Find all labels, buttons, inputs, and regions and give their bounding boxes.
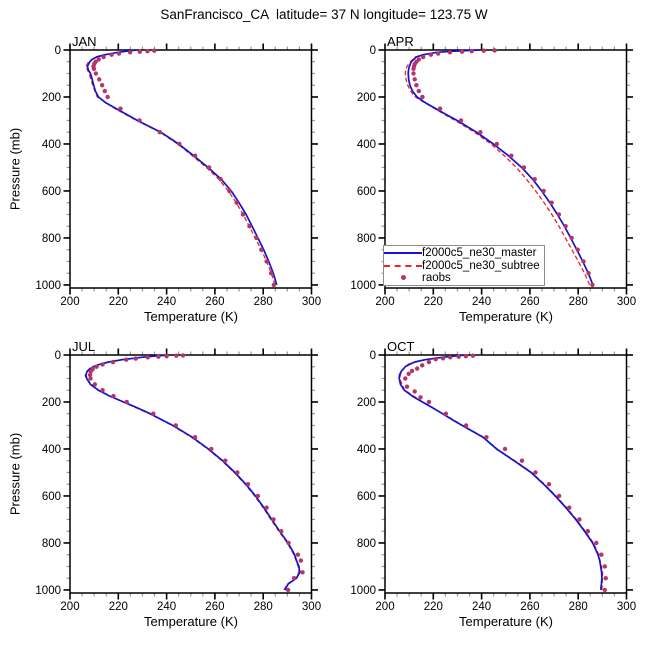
series-raobs-dots [87, 353, 305, 593]
x-tick-label: 240 [472, 601, 491, 613]
legend-row-master: f2000c5_ne30_master [384, 247, 544, 259]
y-tick-label: 800 [357, 233, 376, 245]
legend: f2000c5_ne30_master f2000c5_ne30_subtree… [383, 245, 545, 286]
legend-label: raobs [422, 271, 451, 284]
legend-label: f2000c5_ne30_master [422, 247, 537, 260]
panel-apr: 200 220 240 260 280 300 0 200 400 600 800 1000 [350, 43, 636, 308]
x-tick-label: 300 [617, 601, 636, 613]
plot-frame [384, 49, 628, 289]
legend-row-subtree: f2000c5_ne30_subtree [384, 260, 544, 272]
y-tick-label: 400 [357, 444, 376, 456]
y-tick-label: 1000 [350, 585, 376, 597]
series-subtree-line [85, 49, 276, 286]
x-tick-label: 200 [60, 296, 79, 308]
dot-sample [384, 275, 422, 281]
x-tick-label: 280 [569, 601, 588, 613]
legend-row-raobs: raobs [384, 272, 544, 284]
x-tick-label: 240 [157, 296, 176, 308]
series-raobs-dots [411, 48, 595, 288]
y-tick-label: 200 [357, 92, 376, 104]
x-tick-label: 260 [520, 601, 539, 613]
y-tick-label: 400 [357, 139, 376, 151]
x-tick-label: 240 [157, 601, 176, 613]
y-tick-label: 200 [42, 397, 61, 409]
x-tick-label: 260 [205, 296, 224, 308]
plot-frame [69, 354, 313, 594]
y-tick-label: 0 [55, 350, 61, 362]
x-axis-title: Temperature (K) [459, 309, 553, 324]
x-tick-label: 220 [424, 601, 443, 613]
series-master-line [85, 354, 301, 591]
panel-jan: 200 220 240 260 280 300 0 200 400 600 800 1000 [35, 43, 321, 308]
y-tick-label: 0 [55, 45, 61, 57]
panel-title-jan: JAN [72, 34, 97, 49]
panel-title-apr: APR [387, 34, 414, 49]
x-tick-label: 260 [520, 296, 539, 308]
legend-label: f2000c5_ne30_subtree [422, 259, 540, 272]
x-tick-label: 220 [424, 296, 443, 308]
y-axis-title: Pressure (mb) [7, 432, 23, 516]
series-master-line [398, 354, 603, 591]
x-tick-label: 220 [109, 296, 128, 308]
series-raobs-dots [403, 353, 608, 593]
panel-oct: 200 220 240 260 280 300 0 200 400 600 800 1000 [350, 348, 636, 613]
y-tick-label: 800 [357, 538, 376, 550]
y-tick-label: 0 [370, 350, 376, 362]
x-tick-label: 300 [302, 296, 321, 308]
x-tick-label: 280 [254, 296, 273, 308]
y-tick-label: 600 [42, 186, 61, 198]
x-axis-title: Temperature (K) [144, 309, 238, 324]
panel-title-oct: OCT [387, 339, 415, 354]
panel-jul: 200 220 240 260 280 300 0 200 400 600 800 1000 [35, 348, 321, 613]
y-tick-label: 1000 [350, 280, 376, 292]
y-tick-label: 200 [42, 92, 61, 104]
y-tick-label: 600 [357, 491, 376, 503]
x-tick-label: 280 [254, 601, 273, 613]
x-axis-title: Temperature (K) [459, 614, 553, 629]
x-tick-label: 260 [205, 601, 224, 613]
y-tick-label: 400 [42, 444, 61, 456]
y-tick-label: 0 [370, 45, 376, 57]
x-tick-label: 220 [109, 601, 128, 613]
y-axis-title: Pressure (mb) [7, 127, 23, 211]
y-tick-label: 800 [42, 538, 61, 550]
x-tick-label: 300 [617, 296, 636, 308]
x-tick-label: 240 [472, 296, 491, 308]
dashed-line-sample [384, 264, 422, 267]
panel-title-jul: JUL [72, 339, 96, 354]
y-tick-label: 800 [42, 233, 61, 245]
series-subtree-line [398, 354, 604, 590]
x-tick-label: 300 [302, 601, 321, 613]
y-tick-label: 600 [42, 491, 61, 503]
y-tick-label: 200 [357, 397, 376, 409]
y-tick-label: 1000 [35, 280, 61, 292]
x-tick-label: 200 [375, 601, 394, 613]
plot-frame [69, 49, 313, 289]
x-tick-label: 200 [375, 296, 394, 308]
x-tick-label: 280 [569, 296, 588, 308]
series-subtree-line [84, 354, 300, 591]
plot-frame [384, 354, 628, 594]
series-raobs-dots [91, 48, 277, 288]
series-master-line [86, 49, 278, 286]
main-title: SanFrancisco_CA latitude= 37 N longitude… [160, 7, 488, 22]
y-tick-label: 400 [42, 139, 61, 151]
y-tick-label: 1000 [35, 585, 61, 597]
y-tick-label: 600 [357, 186, 376, 198]
solid-line-sample [384, 252, 422, 255]
x-tick-label: 200 [60, 601, 79, 613]
x-axis-title: Temperature (K) [144, 614, 238, 629]
